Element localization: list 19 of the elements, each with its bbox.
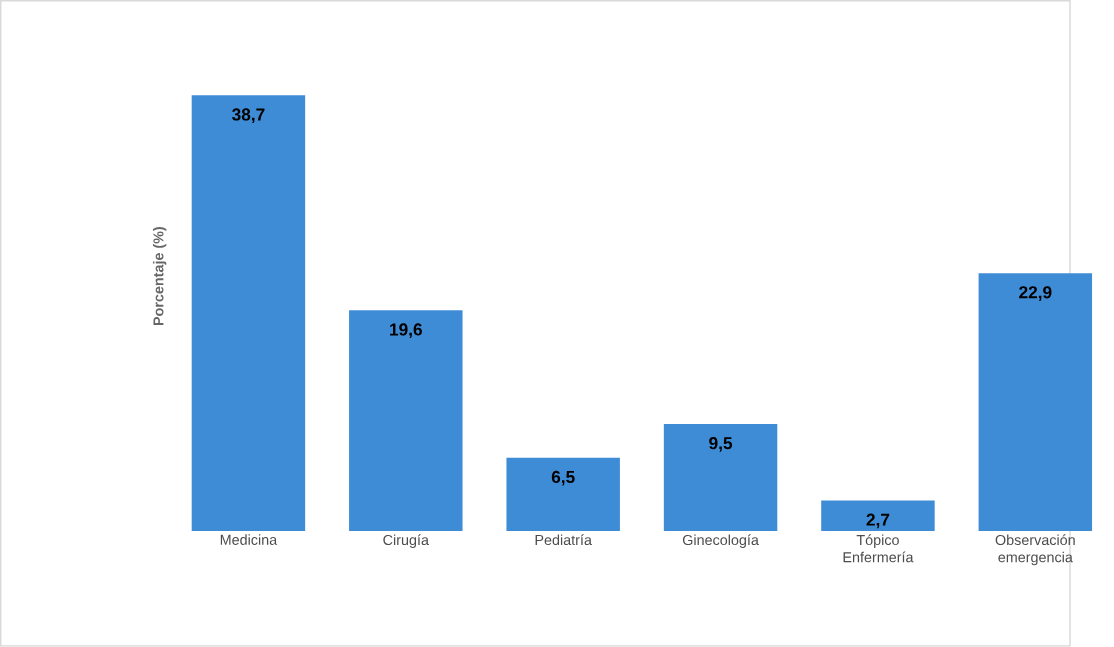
data-label: 2,7 xyxy=(866,513,890,529)
bar xyxy=(821,500,935,532)
x-tick-label: Pediatría xyxy=(535,534,592,546)
data-label: 19,6 xyxy=(390,323,422,339)
bar xyxy=(349,310,463,532)
bar xyxy=(978,273,1093,532)
bar xyxy=(663,424,778,532)
x-tick-label: Cirugía xyxy=(383,534,429,549)
bar xyxy=(191,95,306,532)
y-axis-title: Porcentaje (%) xyxy=(152,227,167,326)
data-label: 22,9 xyxy=(1019,286,1052,302)
data-label: 9,5 xyxy=(709,437,733,452)
x-tick-label: Medicina xyxy=(220,534,278,546)
x-tick-label: Ginecología xyxy=(682,534,759,549)
x-tick-label: Tópico Enfermería xyxy=(843,534,914,563)
data-label: 6,5 xyxy=(551,470,575,486)
bar xyxy=(506,457,620,532)
x-tick-label: Observación emergencia xyxy=(995,534,1075,566)
data-label: 38,7 xyxy=(232,108,265,124)
